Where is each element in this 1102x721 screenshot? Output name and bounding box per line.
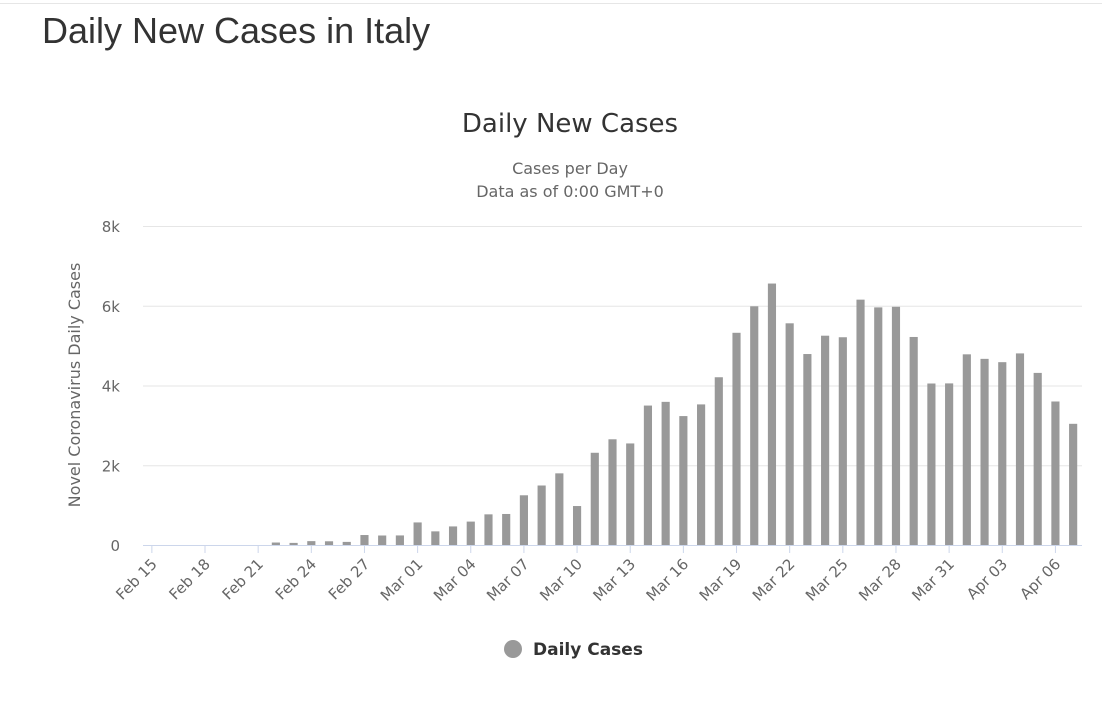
legend-marker: [504, 640, 522, 658]
bar-apr-04[interactable]: [1015, 353, 1025, 545]
bar-mar-18[interactable]: [714, 377, 723, 545]
bar-mar-14[interactable]: [643, 405, 653, 545]
x-tick-label: Apr 06: [1016, 555, 1064, 603]
bars: [271, 283, 1078, 545]
bar-feb-24[interactable]: [307, 541, 316, 545]
x-tick-label: Mar 19: [696, 555, 746, 605]
bar-feb-23[interactable]: [289, 542, 298, 545]
bar-mar-26[interactable]: [856, 299, 865, 545]
bar-mar-05[interactable]: [484, 514, 493, 545]
x-tick-label: Feb 27: [325, 555, 373, 603]
x-tick-label: Mar 22: [749, 555, 799, 605]
x-tick-label: Mar 28: [855, 555, 905, 605]
bar-apr-05[interactable]: [1033, 372, 1042, 545]
top-divider: [0, 3, 1102, 4]
x-tick-label: Mar 31: [908, 555, 958, 605]
bar-mar-24[interactable]: [821, 335, 830, 545]
bar-mar-17[interactable]: [697, 404, 706, 545]
y-tick-label: 8k: [102, 218, 121, 236]
x-tick-label: Mar 10: [536, 555, 586, 605]
bar-feb-25[interactable]: [324, 541, 334, 545]
bar-mar-20[interactable]: [750, 306, 759, 545]
page-title: Daily New Cases in Italy: [42, 10, 431, 51]
x-tick-label: Mar 07: [483, 555, 533, 605]
legend[interactable]: Daily Cases: [504, 640, 643, 660]
x-axis-ticks: Feb 15 Feb 18 Feb 21 Feb 24 Feb 27 Mar 01 Mar …: [112, 545, 1064, 605]
y-axis-ticks: 0 2k 4k 6k 8k: [102, 218, 121, 555]
bar-mar-19[interactable]: [732, 332, 741, 545]
bar-apr-06[interactable]: [1051, 401, 1060, 545]
bar-feb-27[interactable]: [360, 535, 369, 545]
bar-mar-29[interactable]: [909, 336, 918, 545]
bar-mar-21[interactable]: [767, 283, 777, 545]
bar-mar-30[interactable]: [927, 383, 936, 545]
y-tick-label: 2k: [102, 457, 121, 475]
bar-apr-01[interactable]: [962, 354, 971, 545]
y-tick-label: 4k: [102, 378, 121, 396]
bar-apr-07[interactable]: [1069, 423, 1078, 545]
y-tick-label: 0: [110, 537, 120, 555]
bar-mar-22[interactable]: [785, 323, 794, 545]
chart-subtitle-line-2: Data as of 0:00 GMT+0: [476, 182, 664, 201]
bar-mar-03[interactable]: [448, 526, 458, 545]
bar-feb-26[interactable]: [342, 541, 351, 545]
bar-mar-01[interactable]: [413, 522, 422, 545]
y-axis-title: Novel Coronavirus Daily Cases: [65, 263, 84, 508]
x-tick-label: Feb 15: [112, 555, 160, 603]
legend-label: Daily Cases: [533, 640, 643, 660]
bar-feb-28[interactable]: [378, 535, 387, 545]
x-tick-label: Apr 03: [963, 555, 1011, 603]
gridlines: [143, 226, 1082, 467]
bar-mar-08[interactable]: [537, 485, 546, 545]
bar-mar-06[interactable]: [502, 513, 511, 545]
x-tick-label: Feb 24: [272, 555, 320, 603]
bar-mar-10[interactable]: [572, 506, 582, 545]
bar-apr-03[interactable]: [998, 362, 1007, 545]
bar-mar-07[interactable]: [519, 495, 528, 545]
bar-mar-15[interactable]: [661, 401, 670, 545]
bar-mar-25[interactable]: [838, 337, 847, 545]
x-tick-label: Mar 04: [430, 555, 480, 605]
bar-mar-11[interactable]: [590, 452, 599, 545]
x-tick-label: Feb 18: [165, 555, 213, 603]
x-tick-label: Feb 21: [219, 555, 267, 603]
bar-mar-28[interactable]: [891, 306, 901, 545]
x-tick-label: Mar 13: [589, 555, 639, 605]
x-tick-label: Mar 16: [643, 555, 693, 605]
bar-mar-04[interactable]: [466, 521, 475, 545]
x-tick-label: Mar 25: [802, 555, 852, 605]
bar-mar-13[interactable]: [626, 443, 635, 545]
bar-mar-16[interactable]: [679, 416, 688, 545]
bar-mar-31[interactable]: [945, 383, 954, 545]
chart-title: Daily New Cases: [462, 109, 678, 139]
bar-mar-09[interactable]: [555, 473, 564, 545]
bar-feb-29[interactable]: [395, 535, 404, 545]
bar-mar-02[interactable]: [431, 531, 440, 545]
chart-subtitle-line-1: Cases per Day: [512, 159, 628, 178]
bar-mar-12[interactable]: [608, 439, 617, 545]
bar-mar-23[interactable]: [803, 354, 812, 545]
bar-mar-27[interactable]: [874, 307, 883, 545]
x-tick-label: Mar 01: [377, 555, 427, 605]
bar-feb-22[interactable]: [271, 542, 280, 545]
bar-apr-02[interactable]: [980, 358, 989, 545]
y-tick-label: 6k: [102, 298, 121, 316]
